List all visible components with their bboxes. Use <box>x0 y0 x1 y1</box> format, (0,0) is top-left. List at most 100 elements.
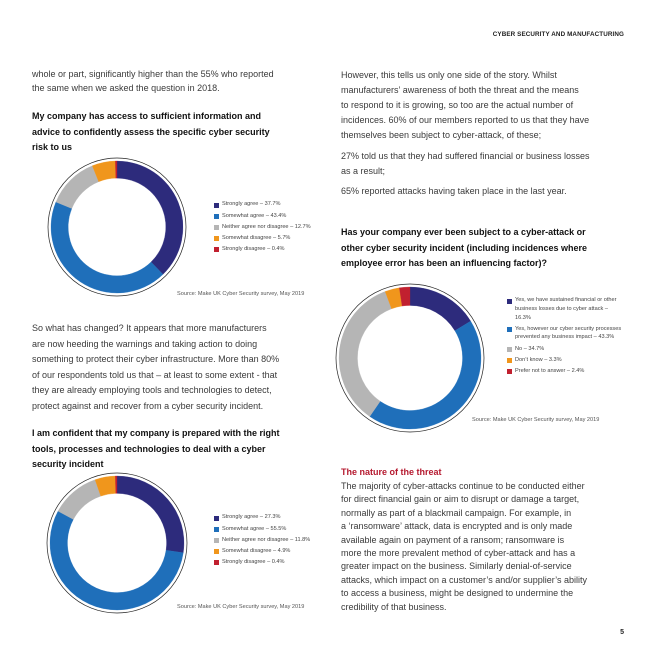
legend-label: Yes, we have sustained financial or othe… <box>515 297 617 321</box>
donut-slice-strongly-disagree <box>115 475 118 494</box>
text-line: the same when we asked the question in 2… <box>32 82 220 93</box>
legend-item: Yes, we have sustained financial or othe… <box>507 297 625 322</box>
donut-slice-yes-we-have-sustained-financial-or-other-business-losses-due-to-cyber-attack <box>409 286 471 331</box>
legend-label: Yes, however our cyber security processe… <box>515 325 622 341</box>
legend-label: Don’t know – 3.3% <box>515 356 562 363</box>
legend-item: Strongly disagree – 0.4% <box>214 559 334 567</box>
text-line: Has your company ever been subject to a … <box>341 227 586 237</box>
section-heading-threat: The nature of the threat <box>341 467 442 477</box>
legend-label: Neither agree nor disagree – 12.7% <box>222 223 311 230</box>
legend-item: Yes, however our cyber security processe… <box>507 326 625 342</box>
legend-label: Neither agree nor disagree – 11.8% <box>222 536 311 543</box>
paragraph-what-changed: So what has changed? It appears that mor… <box>32 321 279 414</box>
paragraph-threat: The majority of cyber-attacks continue t… <box>341 480 587 614</box>
legend-label: Strongly agree – 37.7% <box>222 201 281 208</box>
text-line: themselves been subject to cyber-attack,… <box>341 130 542 140</box>
legend-item: Don’t know – 3.3% <box>507 357 625 364</box>
text-line: protect against and recover from a cyber… <box>32 400 264 411</box>
legend-item: Somewhat disagree – 4.9% <box>214 547 334 556</box>
chart-source-2: Source: Make UK Cyber Security survey, M… <box>472 417 600 423</box>
legend-swatch <box>214 526 219 532</box>
legend-swatch <box>507 326 512 332</box>
legend-label: Somewhat agree – 55.5% <box>222 525 287 532</box>
text-line: employee error has been an influencing f… <box>341 258 548 268</box>
text-line: incidences. 60% of our members reported … <box>341 115 590 125</box>
donut-slice-strongly-agree <box>116 160 184 275</box>
legend-label: Somewhat disagree – 5.7% <box>222 234 291 241</box>
chart-source-3: Source: Make UK Cyber Security survey, M… <box>177 604 305 610</box>
legend-swatch <box>507 369 512 375</box>
legend-label: Prefer not to answer – 2.4% <box>515 367 585 374</box>
legend-swatch <box>214 560 219 566</box>
text-line: more the more prevalent method of cyber-… <box>341 548 576 559</box>
text-line: risk to us <box>32 142 73 152</box>
donut-slice-prefer-not-to-answer <box>399 286 411 307</box>
paragraph-last-year: 65% reported attacks having taken place … <box>341 184 567 199</box>
legend-swatch <box>214 247 219 253</box>
legend-item: Somewhat agree – 55.5% <box>214 526 334 533</box>
text-line: whole or part, significantly higher than… <box>32 69 274 79</box>
legend-3: Strongly agree – 27.3% Somewhat agree – 5… <box>214 514 334 571</box>
legend-item: Neither agree nor disagree – 11.8% <box>214 537 334 544</box>
text-line: normally as part of a blackmail campaign… <box>341 507 572 518</box>
text-line: advice to confidently assess the specifi… <box>32 126 270 137</box>
donut-slice-yes-however-our-cyber-security-processes-prevented-any-business-impact <box>369 320 482 430</box>
text-line: attacks, which impact on a customer’s an… <box>341 574 587 585</box>
text-line: So what has changed? It appears that mor… <box>32 323 267 333</box>
page-number: 5 <box>620 629 624 636</box>
legend-swatch <box>214 202 219 208</box>
question-heading-3: Has your company ever been subject to a … <box>341 225 587 272</box>
legend-swatch <box>214 515 219 521</box>
donut-outline <box>335 283 485 433</box>
text-line: other cyber security incident (including… <box>341 242 588 253</box>
text-line: 27% told us that they had suffered finan… <box>341 151 590 161</box>
legend-item: Strongly agree – 37.7% <box>214 201 334 209</box>
text-line: are now heeding the warnings and taking … <box>32 338 258 349</box>
legend-swatch <box>214 236 219 242</box>
legend-swatch <box>507 346 512 352</box>
legend-swatch <box>214 224 219 230</box>
text-line: as a result; <box>341 166 386 176</box>
legend-label: Somewhat agree – 43.4% <box>222 212 287 219</box>
legend-item: Strongly disagree – 0.4% <box>214 246 334 254</box>
donut-slice-strongly-disagree <box>115 160 118 179</box>
text-line: manufacturers’ awareness of both the thr… <box>341 85 579 95</box>
legend-swatch <box>214 537 219 543</box>
donut-outline <box>46 472 188 614</box>
legend-1: Strongly agree – 37.7% Somewhat agree – 4… <box>214 201 334 258</box>
donut-slice-no <box>338 291 392 417</box>
text-line: for direct financial gain or aim to disr… <box>341 494 580 505</box>
text-line: I am confident that my company is prepar… <box>32 428 280 438</box>
question-heading-2: I am confident that my company is prepar… <box>32 426 280 473</box>
legend-item: No – 34.7% <box>507 346 625 353</box>
legend-swatch <box>214 549 219 555</box>
text-line: they are already employing tools and tec… <box>32 385 272 395</box>
text-line: tools, processes and technologies to dea… <box>32 443 266 454</box>
text-line: The majority of cyber-attacks continue t… <box>341 481 585 491</box>
legend-swatch <box>507 298 512 304</box>
legend-label: No – 34.7% <box>515 345 545 352</box>
legend-label: Somewhat disagree – 4.9% <box>222 547 291 554</box>
text-line: a ‘ransomware’ attack, data is encrypted… <box>341 521 573 532</box>
donut-slice-somewhat-agree <box>49 510 184 611</box>
text-line: to access a business, might be designed … <box>341 588 574 599</box>
text-line: something to protect their cyber infrast… <box>32 354 280 364</box>
text-line: to respond to it is growing, so too are … <box>341 100 574 110</box>
text-line: However, this tells us only one side of … <box>341 70 557 80</box>
legend-item: Prefer not to answer – 2.4% <box>507 367 625 376</box>
legend-item: Neither agree nor disagree – 12.7% <box>214 224 334 231</box>
legend-swatch <box>214 213 219 219</box>
legend-swatch <box>507 357 512 363</box>
text-line: security incident <box>32 459 104 469</box>
paragraph-losses: 27% told us that they had suffered finan… <box>341 149 589 179</box>
paragraph-other-side: However, this tells us only one side of … <box>341 68 589 143</box>
question-heading-1: My company has access to sufficient info… <box>32 109 270 156</box>
chart-source-1: Source: Make UK Cyber Security survey, M… <box>177 291 305 297</box>
legend-label: Strongly disagree – 0.4% <box>222 559 285 566</box>
text-line: 65% reported attacks having taken place … <box>341 186 567 196</box>
legend-label: Strongly agree – 27.3% <box>222 514 281 521</box>
donut-outline <box>47 157 187 297</box>
